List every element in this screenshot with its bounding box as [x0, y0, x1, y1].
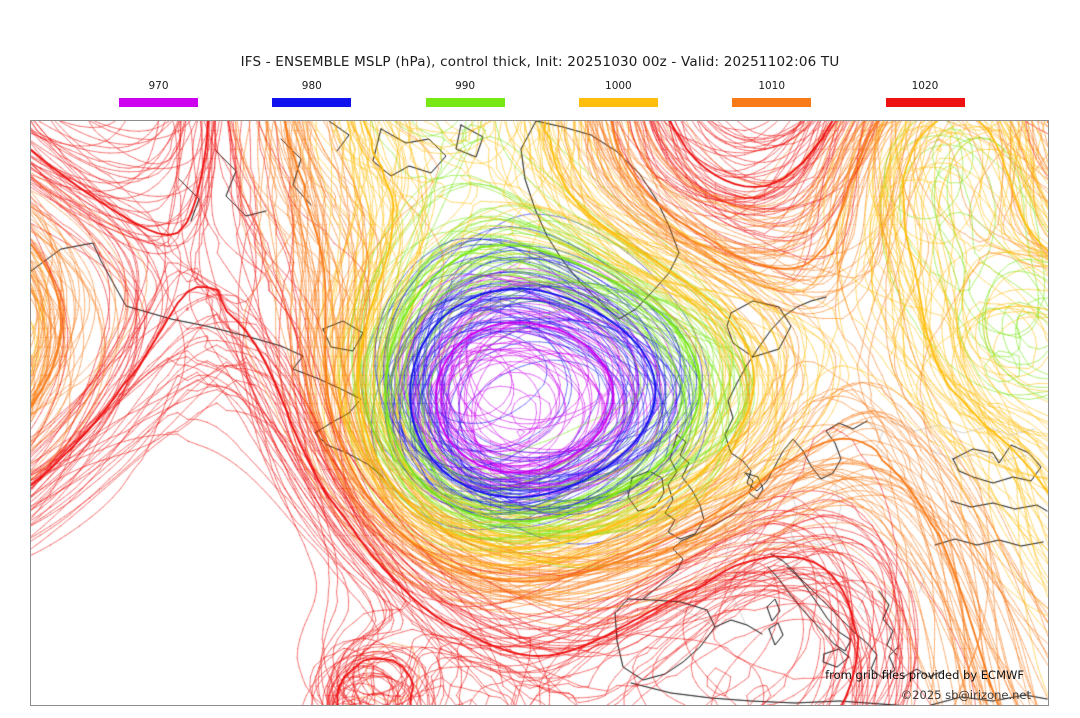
- legend-item: 1010: [732, 79, 812, 107]
- legend-item: 1020: [885, 79, 965, 107]
- legend-color-bar: [578, 98, 658, 107]
- legend-color-bar: [119, 98, 198, 107]
- legend-color-bar: [732, 98, 812, 107]
- legend-item-label: 1010: [758, 80, 786, 92]
- legend-item: 980: [272, 79, 352, 107]
- legend-item-label: 980: [301, 80, 322, 92]
- copyright-line: ©2025 sb@irizone.net: [900, 688, 1031, 702]
- map-canvas: [31, 121, 1048, 705]
- chart-title: IFS - ENSEMBLE MSLP (hPa), control thick…: [240, 54, 840, 70]
- legend-item: 970: [119, 79, 198, 107]
- legend-item: 990: [425, 79, 505, 107]
- map-frame: [30, 120, 1049, 706]
- legend-color-bar: [885, 98, 965, 107]
- credit-line: from grib files provided by ECMWF: [825, 668, 1024, 682]
- legend-item-label: 1020: [911, 80, 939, 92]
- legend-item-label: 990: [455, 80, 476, 92]
- legend-item-label: 970: [148, 80, 169, 92]
- legend-item: 1000: [578, 79, 658, 107]
- legend-color-bar: [272, 98, 352, 107]
- legend-item-label: 1000: [605, 80, 632, 92]
- legend-color-bar: [425, 98, 505, 107]
